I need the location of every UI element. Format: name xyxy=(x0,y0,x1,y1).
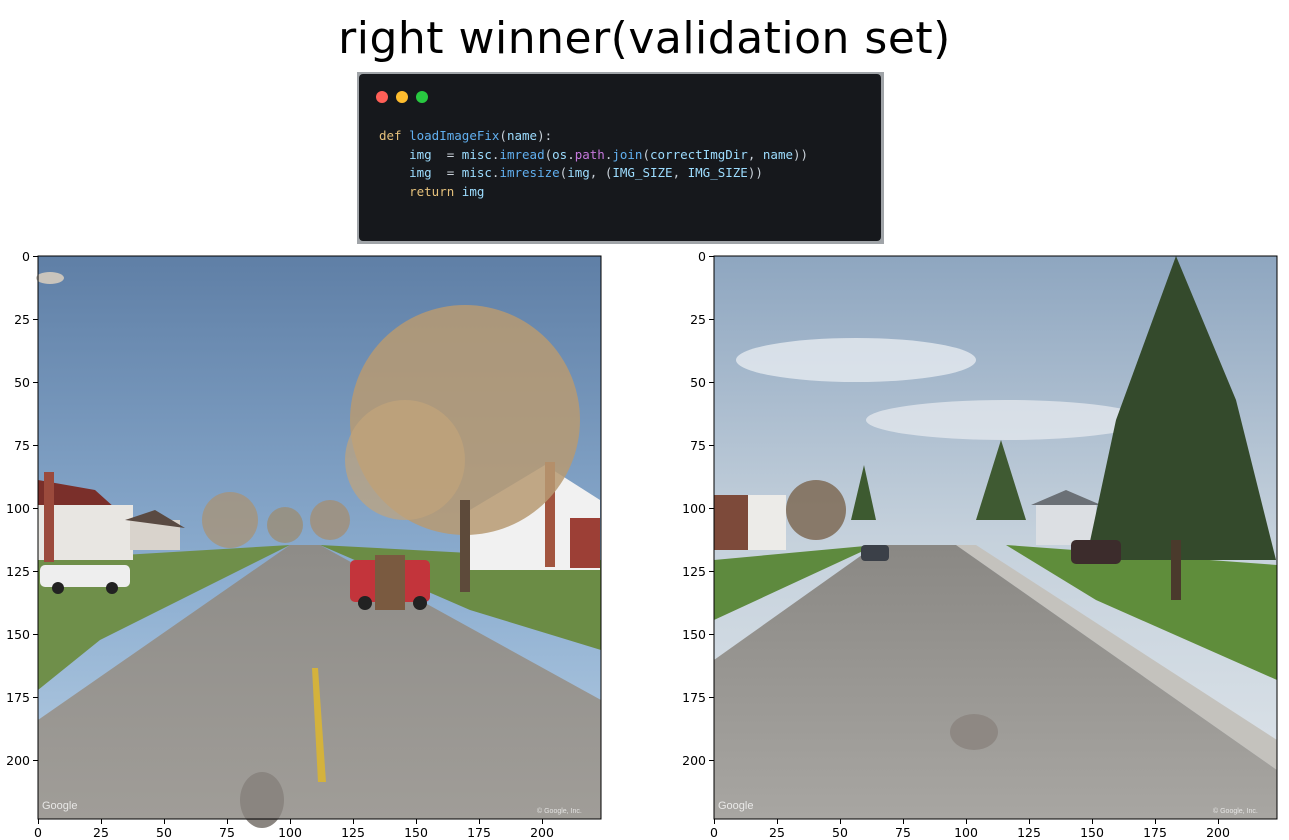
left-xtick: 75 xyxy=(219,825,235,840)
code-line-2: img = misc.imread(os.path.join(correctIm… xyxy=(409,146,809,162)
right-street-image xyxy=(709,255,1278,824)
left-ytick: 100 xyxy=(6,501,30,516)
code-line-4: return img xyxy=(409,183,485,199)
right-google-watermark: Google xyxy=(718,800,754,812)
left-ytick: 125 xyxy=(6,564,30,579)
code-line-3: img = misc.imresize(img, (IMG_SIZE, IMG_… xyxy=(409,165,763,181)
figure-title: right winner(validation set) xyxy=(338,13,951,64)
left-xtick: 200 xyxy=(530,825,554,840)
left-street-image xyxy=(33,255,602,828)
right-ytick: 125 xyxy=(682,564,706,579)
minimize-dot-icon xyxy=(396,91,408,103)
left-xtick: 125 xyxy=(341,825,365,840)
left-xtick: 25 xyxy=(93,825,109,840)
left-xtick: 150 xyxy=(404,825,428,840)
right-ytick: 50 xyxy=(690,375,706,390)
left-ytick: 75 xyxy=(14,438,30,453)
right-xtick: 0 xyxy=(710,825,718,840)
left-xtick: 175 xyxy=(467,825,491,840)
right-ytick: 175 xyxy=(682,690,706,705)
left-ytick: 25 xyxy=(14,312,30,327)
left-ytick: 50 xyxy=(14,375,30,390)
code-block: def loadImageFix(name): img = misc.imrea… xyxy=(379,127,808,201)
maximize-dot-icon xyxy=(416,91,428,103)
left-google-watermark: Google xyxy=(42,800,78,812)
right-ytick: 200 xyxy=(682,753,706,768)
right-xtick: 150 xyxy=(1080,825,1104,840)
right-ytick: 100 xyxy=(682,501,706,516)
right-ytick: 0 xyxy=(698,249,706,264)
right-image-axes: Google © Google, Inc. 0 25 50 75 100 125… xyxy=(676,0,1289,840)
right-copyright: © Google, Inc. xyxy=(1213,808,1258,815)
left-copyright: © Google, Inc. xyxy=(537,808,582,815)
left-ytick: 200 xyxy=(6,753,30,768)
left-ytick: 0 xyxy=(22,249,30,264)
close-dot-icon xyxy=(376,91,388,103)
right-ytick: 150 xyxy=(682,627,706,642)
code-line-1: def loadImageFix(name): xyxy=(379,128,553,143)
code-window: def loadImageFix(name): img = misc.imrea… xyxy=(359,74,881,241)
left-ytick: 175 xyxy=(6,690,30,705)
left-image-axes: Google © Google, Inc. 0 25 50 75 100 125… xyxy=(0,0,640,840)
code-snippet-frame: def loadImageFix(name): img = misc.imrea… xyxy=(357,72,884,244)
right-xtick: 175 xyxy=(1143,825,1167,840)
right-xtick: 50 xyxy=(832,825,848,840)
right-xtick: 200 xyxy=(1206,825,1230,840)
left-xtick: 50 xyxy=(156,825,172,840)
left-xtick: 0 xyxy=(34,825,42,840)
right-xtick: 125 xyxy=(1017,825,1041,840)
right-xtick: 100 xyxy=(954,825,978,840)
left-xtick: 100 xyxy=(278,825,302,840)
right-xtick: 25 xyxy=(769,825,785,840)
right-xtick: 75 xyxy=(895,825,911,840)
right-ytick: 75 xyxy=(690,438,706,453)
left-ytick: 150 xyxy=(6,627,30,642)
right-ytick: 25 xyxy=(690,312,706,327)
